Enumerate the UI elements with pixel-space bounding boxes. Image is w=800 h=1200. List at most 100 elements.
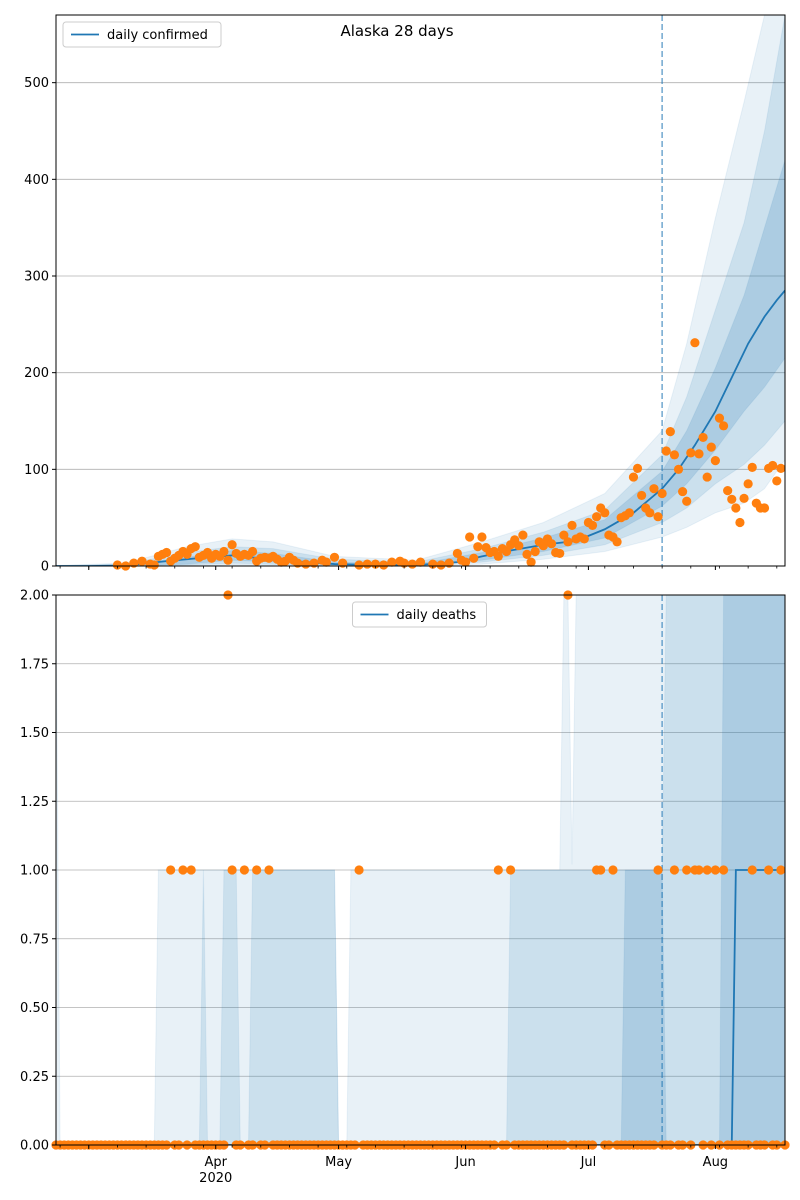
confirmed-x-axis xyxy=(59,566,778,570)
deaths-data-point xyxy=(608,865,618,875)
confirmed-data-point xyxy=(649,484,659,494)
confirmed-data-point xyxy=(301,559,311,569)
confirmed-data-point xyxy=(735,517,745,528)
confirmed-y-tick-label: 0 xyxy=(41,560,49,575)
deaths-data-point xyxy=(776,865,786,875)
deaths-y-tick-label: 1.00 xyxy=(20,864,49,879)
confirmed-data-point xyxy=(129,558,139,568)
confirmed-data-point xyxy=(768,460,778,471)
confirmed-data-point xyxy=(747,462,757,472)
confirmed-data-point xyxy=(624,508,634,518)
confirmed-data-point xyxy=(219,546,229,557)
deaths-data-point xyxy=(239,865,249,875)
confirmed-panel: 0 100 200 300 400 500 daily confirmed xyxy=(24,14,786,575)
confirmed-data-point xyxy=(587,520,598,531)
confirmed-data-point xyxy=(436,560,446,570)
confirmed-legend-label: daily confirmed xyxy=(107,28,208,43)
confirmed-plot-area xyxy=(56,15,785,566)
deaths-panel: 0.00 0.25 0.50 0.75 1.00 1.25 1.50 1.75 2.00 Apr2… xyxy=(20,589,790,1186)
confirmed-data-point xyxy=(493,551,503,561)
confirmed-data-point xyxy=(149,560,159,570)
confirmed-y-axis: 0 100 200 300 400 500 xyxy=(24,76,56,575)
confirmed-data-point xyxy=(702,472,712,482)
deaths-data-point xyxy=(764,865,774,875)
deaths-y-axis: 0.00 0.25 0.50 0.75 1.00 1.25 1.50 1.75 2.00 xyxy=(20,589,56,1154)
deaths-y-tick-label: 0.50 xyxy=(20,1001,49,1016)
confirmed-data-point xyxy=(661,446,671,456)
confirmed-data-point xyxy=(546,539,557,549)
confirmed-data-point xyxy=(665,427,675,437)
deaths-data-point xyxy=(186,865,196,875)
confirmed-data-point xyxy=(632,463,643,473)
deaths-y-tick-label: 0.25 xyxy=(20,1070,49,1085)
confirmed-data-point xyxy=(723,486,733,496)
confirmed-data-point xyxy=(338,558,348,568)
confirmed-data-point xyxy=(522,549,532,560)
confirmed-data-point xyxy=(710,456,720,466)
confirmed-data-point xyxy=(669,450,680,460)
deaths-data-point xyxy=(264,865,274,875)
confirmed-data-point xyxy=(673,464,684,474)
confirmed-data-point xyxy=(694,449,704,459)
deaths-x-tick-label: Jul xyxy=(580,1155,597,1170)
confirmed-data-point xyxy=(612,537,622,547)
confirmed-data-point xyxy=(460,557,471,567)
deaths-data-point xyxy=(653,865,663,875)
confirmed-data-point xyxy=(321,557,331,567)
confirmed-data-point xyxy=(743,479,753,489)
confirmed-y-tick-label: 100 xyxy=(24,463,49,478)
confirmed-band-outer xyxy=(56,15,785,566)
confirmed-data-point xyxy=(469,553,479,563)
confirmed-data-point xyxy=(657,488,667,499)
deaths-legend-label: daily deaths xyxy=(397,608,477,623)
deaths-data-point xyxy=(178,865,188,875)
deaths-legend: daily deaths xyxy=(352,601,487,628)
confirmed-legend-box xyxy=(62,21,222,48)
confirmed-data-point xyxy=(559,530,569,540)
confirmed-data-point xyxy=(714,413,725,423)
confirmed-y-tick-label: 300 xyxy=(24,270,49,285)
confirmed-data-point xyxy=(759,503,770,513)
confirmed-legend: daily confirmed xyxy=(62,21,222,48)
confirmed-data-point xyxy=(727,494,737,504)
confirmed-data-point xyxy=(309,558,319,568)
confirmed-data-point xyxy=(415,557,426,567)
deaths-data-point xyxy=(166,865,176,875)
deaths-y-tick-label: 0.00 xyxy=(20,1139,49,1154)
confirmed-data-point xyxy=(628,472,639,482)
confirmed-data-point xyxy=(514,541,524,551)
confirmed-data-point xyxy=(247,546,258,557)
confirmed-data-point xyxy=(731,503,741,513)
deaths-legend-box xyxy=(352,601,487,628)
confirmed-data-point xyxy=(706,442,716,452)
confirmed-y-tick-label: 200 xyxy=(24,366,49,381)
deaths-band-inner xyxy=(56,595,785,1145)
confirmed-data-point xyxy=(465,532,475,542)
confirmed-data-point xyxy=(772,476,782,486)
confirmed-data-point xyxy=(362,559,372,569)
confirmed-data-point xyxy=(567,520,577,531)
confirmed-data-point xyxy=(477,532,487,542)
confirmed-data-point xyxy=(682,496,692,506)
deaths-data-point xyxy=(596,865,606,875)
confirmed-data-point xyxy=(530,546,540,557)
deaths-data-point xyxy=(493,865,503,875)
confirmed-data-point xyxy=(600,508,610,518)
confirmed-data-point xyxy=(501,546,512,557)
deaths-x-tick-label: Apr xyxy=(204,1155,227,1170)
deaths-y-tick-label: 1.25 xyxy=(20,795,49,810)
deaths-data-point xyxy=(506,865,516,875)
confirmed-data-point xyxy=(645,508,655,518)
deaths-x-tick-sublabel: 2020 xyxy=(199,1171,232,1186)
deaths-x-tick-label: May xyxy=(325,1155,352,1170)
confirmed-data-point xyxy=(686,448,696,458)
deaths-x-tick-label: Aug xyxy=(703,1155,728,1170)
deaths-data-point xyxy=(227,865,237,875)
confirmed-data-point xyxy=(518,530,528,540)
confirmed-data-point xyxy=(112,560,123,570)
confirmed-data-point xyxy=(555,548,565,559)
confirmed-data-point xyxy=(526,557,536,567)
confirmed-data-point xyxy=(444,558,454,568)
deaths-data-point xyxy=(669,865,680,875)
deaths-data-point xyxy=(694,865,704,875)
